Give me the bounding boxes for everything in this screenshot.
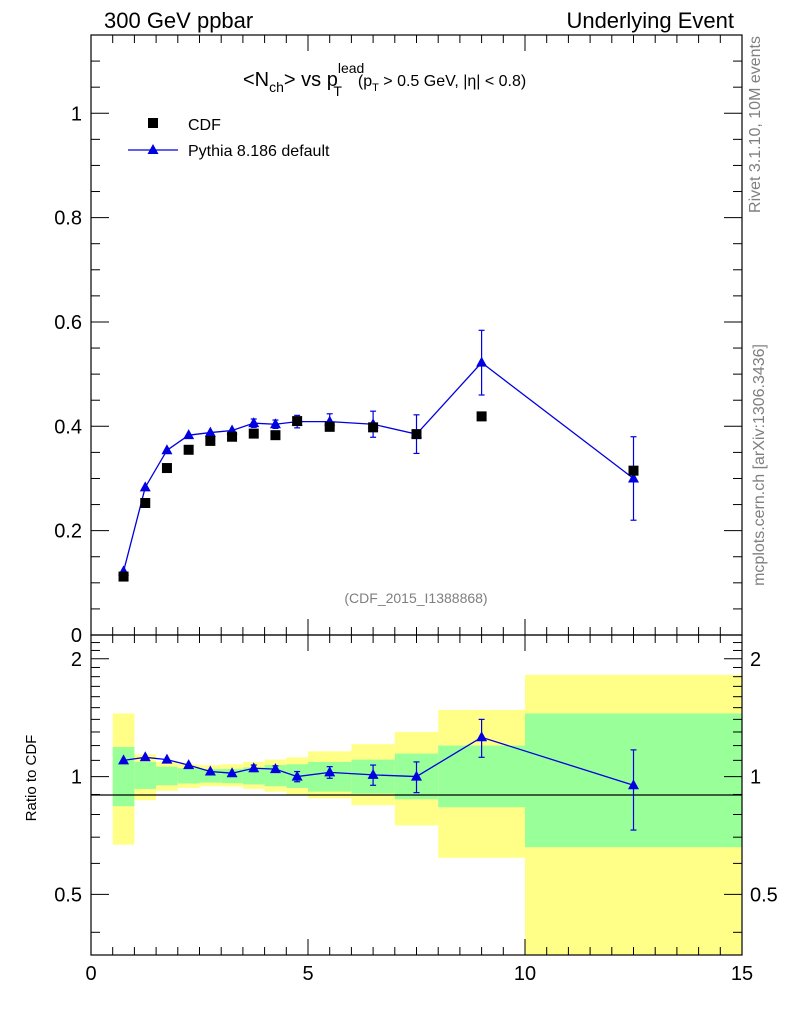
- ratio-pythia-point: [628, 779, 639, 790]
- main-y-tick-label: 0: [71, 625, 82, 647]
- legend-cdf-label: CDF: [188, 117, 221, 134]
- cdf-point: [292, 416, 303, 427]
- cdf-point: [140, 498, 151, 508]
- ratio-inner-band: [134, 761, 157, 789]
- cdf-point: [161, 463, 172, 474]
- x-tick-label: 15: [731, 963, 753, 985]
- ratio-y-tick-label-left: 2: [71, 649, 82, 671]
- ratio-y-axis-label: Ratio to CDF: [23, 735, 40, 822]
- title-cut-open: (p: [358, 73, 372, 90]
- ratio-pythia-series: [118, 718, 639, 831]
- main-ticks: [90, 34, 743, 636]
- ratio-pythia-point: [161, 753, 173, 764]
- ratio-pythia-point: [248, 762, 260, 773]
- ratio-y-tick-label-left: 0.5: [54, 884, 82, 906]
- analysis-watermark: (CDF_2015_I1388868): [344, 590, 487, 606]
- pythia-point: [269, 418, 281, 429]
- ratio-pythia-point: [269, 763, 281, 774]
- ratio-pythia-point: [226, 767, 238, 778]
- x-tick-labels: 0 5 10 15: [85, 963, 753, 985]
- cdf-point: [118, 571, 129, 582]
- plot-title: <Nch> vs plead T(pT > 0.5 GeV, |η| < 0.8): [243, 60, 526, 99]
- title-sup: lead: [338, 60, 364, 76]
- ratio-pythia-point: [139, 751, 151, 762]
- main-panel: 00.20.40.60.81 (CDF_2015_I1388868) <Nch>…: [54, 34, 743, 647]
- pythia-point: [628, 472, 639, 483]
- pythia-point: [161, 444, 173, 455]
- main-y-tick-label: 0.4: [54, 416, 82, 438]
- title-main-sub: ch: [269, 79, 284, 95]
- legend-cdf-marker: [148, 118, 158, 128]
- ratio-pythia-point: [291, 770, 303, 781]
- ratio-pythia-point: [367, 768, 379, 779]
- main-y-tick-labels: 0 0.2 0.4 0.6 0.8 1: [54, 103, 82, 647]
- rivet-label: Rivet 3.1.10, 10M events: [747, 36, 764, 213]
- cdf-point: [205, 435, 216, 446]
- header-left: 300 GeV ppbar: [104, 8, 253, 33]
- ratio-y-tick-label-right: 0.5: [750, 884, 778, 906]
- title-eta: η: [467, 73, 476, 90]
- ratio-inner-band: [177, 768, 200, 784]
- ratio-ticks: [90, 635, 743, 955]
- pythia-point: [139, 481, 151, 492]
- cdf-point: [476, 411, 487, 422]
- x-tick-label: 10: [514, 963, 536, 985]
- cdf-point: [324, 421, 335, 432]
- ratio-y-tick-label-right: 1: [750, 767, 761, 789]
- ratio-inner-band: [242, 767, 265, 785]
- ratio-inner-band: [156, 766, 178, 786]
- cdf-point: [368, 422, 379, 433]
- x-tick-label: 0: [85, 963, 96, 985]
- pythia-point: [248, 417, 260, 428]
- ratio-pythia-point: [118, 754, 130, 765]
- main-y-tick-label: 0.6: [54, 312, 82, 334]
- title-cut-close: | < 0.8): [476, 73, 526, 90]
- main-y-tick-label: 1: [71, 103, 82, 125]
- cdf-point: [270, 430, 281, 441]
- main-y-tick-label: 0.8: [54, 208, 82, 230]
- ratio-pythia-point: [204, 765, 216, 776]
- main-pythia-series: [118, 329, 639, 576]
- title-cut-rest: > 0.5 GeV, |: [379, 73, 468, 90]
- ratio-y-tick-label-right: 2: [750, 649, 761, 671]
- mcplots-label: mcplots.cern.ch [arXiv:1306.3436]: [751, 344, 768, 586]
- ratio-pythia-point: [476, 731, 488, 742]
- pythia-point: [183, 429, 195, 440]
- cdf-point: [411, 429, 422, 440]
- title-sub: T: [333, 83, 342, 99]
- title-cut-sub: T: [372, 82, 379, 94]
- ratio-y-tick-label-left: 1: [71, 767, 82, 789]
- pythia-point: [204, 426, 216, 437]
- main-cdf-series: [118, 411, 639, 582]
- ratio-panel: 0.5 0.5 1 1 2 2 0 5 10 15 Ratio to CDF: [23, 634, 778, 985]
- cdf-point: [227, 431, 238, 442]
- ratio-inner-band: [112, 747, 135, 807]
- title-main: <N: [243, 69, 269, 91]
- legend-pythia-marker: [147, 144, 159, 154]
- ratio-bands: [112, 674, 742, 955]
- ratio-y-tick-labels: 0.5 0.5 1 1 2 2: [54, 649, 778, 907]
- ratio-pythia-point: [324, 766, 336, 777]
- legend-pythia-label: Pythia 8.186 default: [188, 143, 330, 160]
- main-y-tick-label: 0.2: [54, 521, 82, 543]
- title-mid: > vs p: [284, 69, 338, 91]
- cdf-point: [628, 465, 639, 476]
- header-right: Underlying Event: [566, 8, 734, 33]
- ratio-pythia-point: [411, 770, 422, 781]
- legend: CDF Pythia 8.186 default: [128, 117, 330, 160]
- cdf-point: [248, 428, 259, 439]
- cdf-point: [183, 444, 194, 455]
- x-tick-label: 5: [302, 963, 313, 985]
- pythia-point: [476, 356, 488, 367]
- ratio-pythia-point: [183, 759, 195, 770]
- pythia-line: [122, 361, 634, 572]
